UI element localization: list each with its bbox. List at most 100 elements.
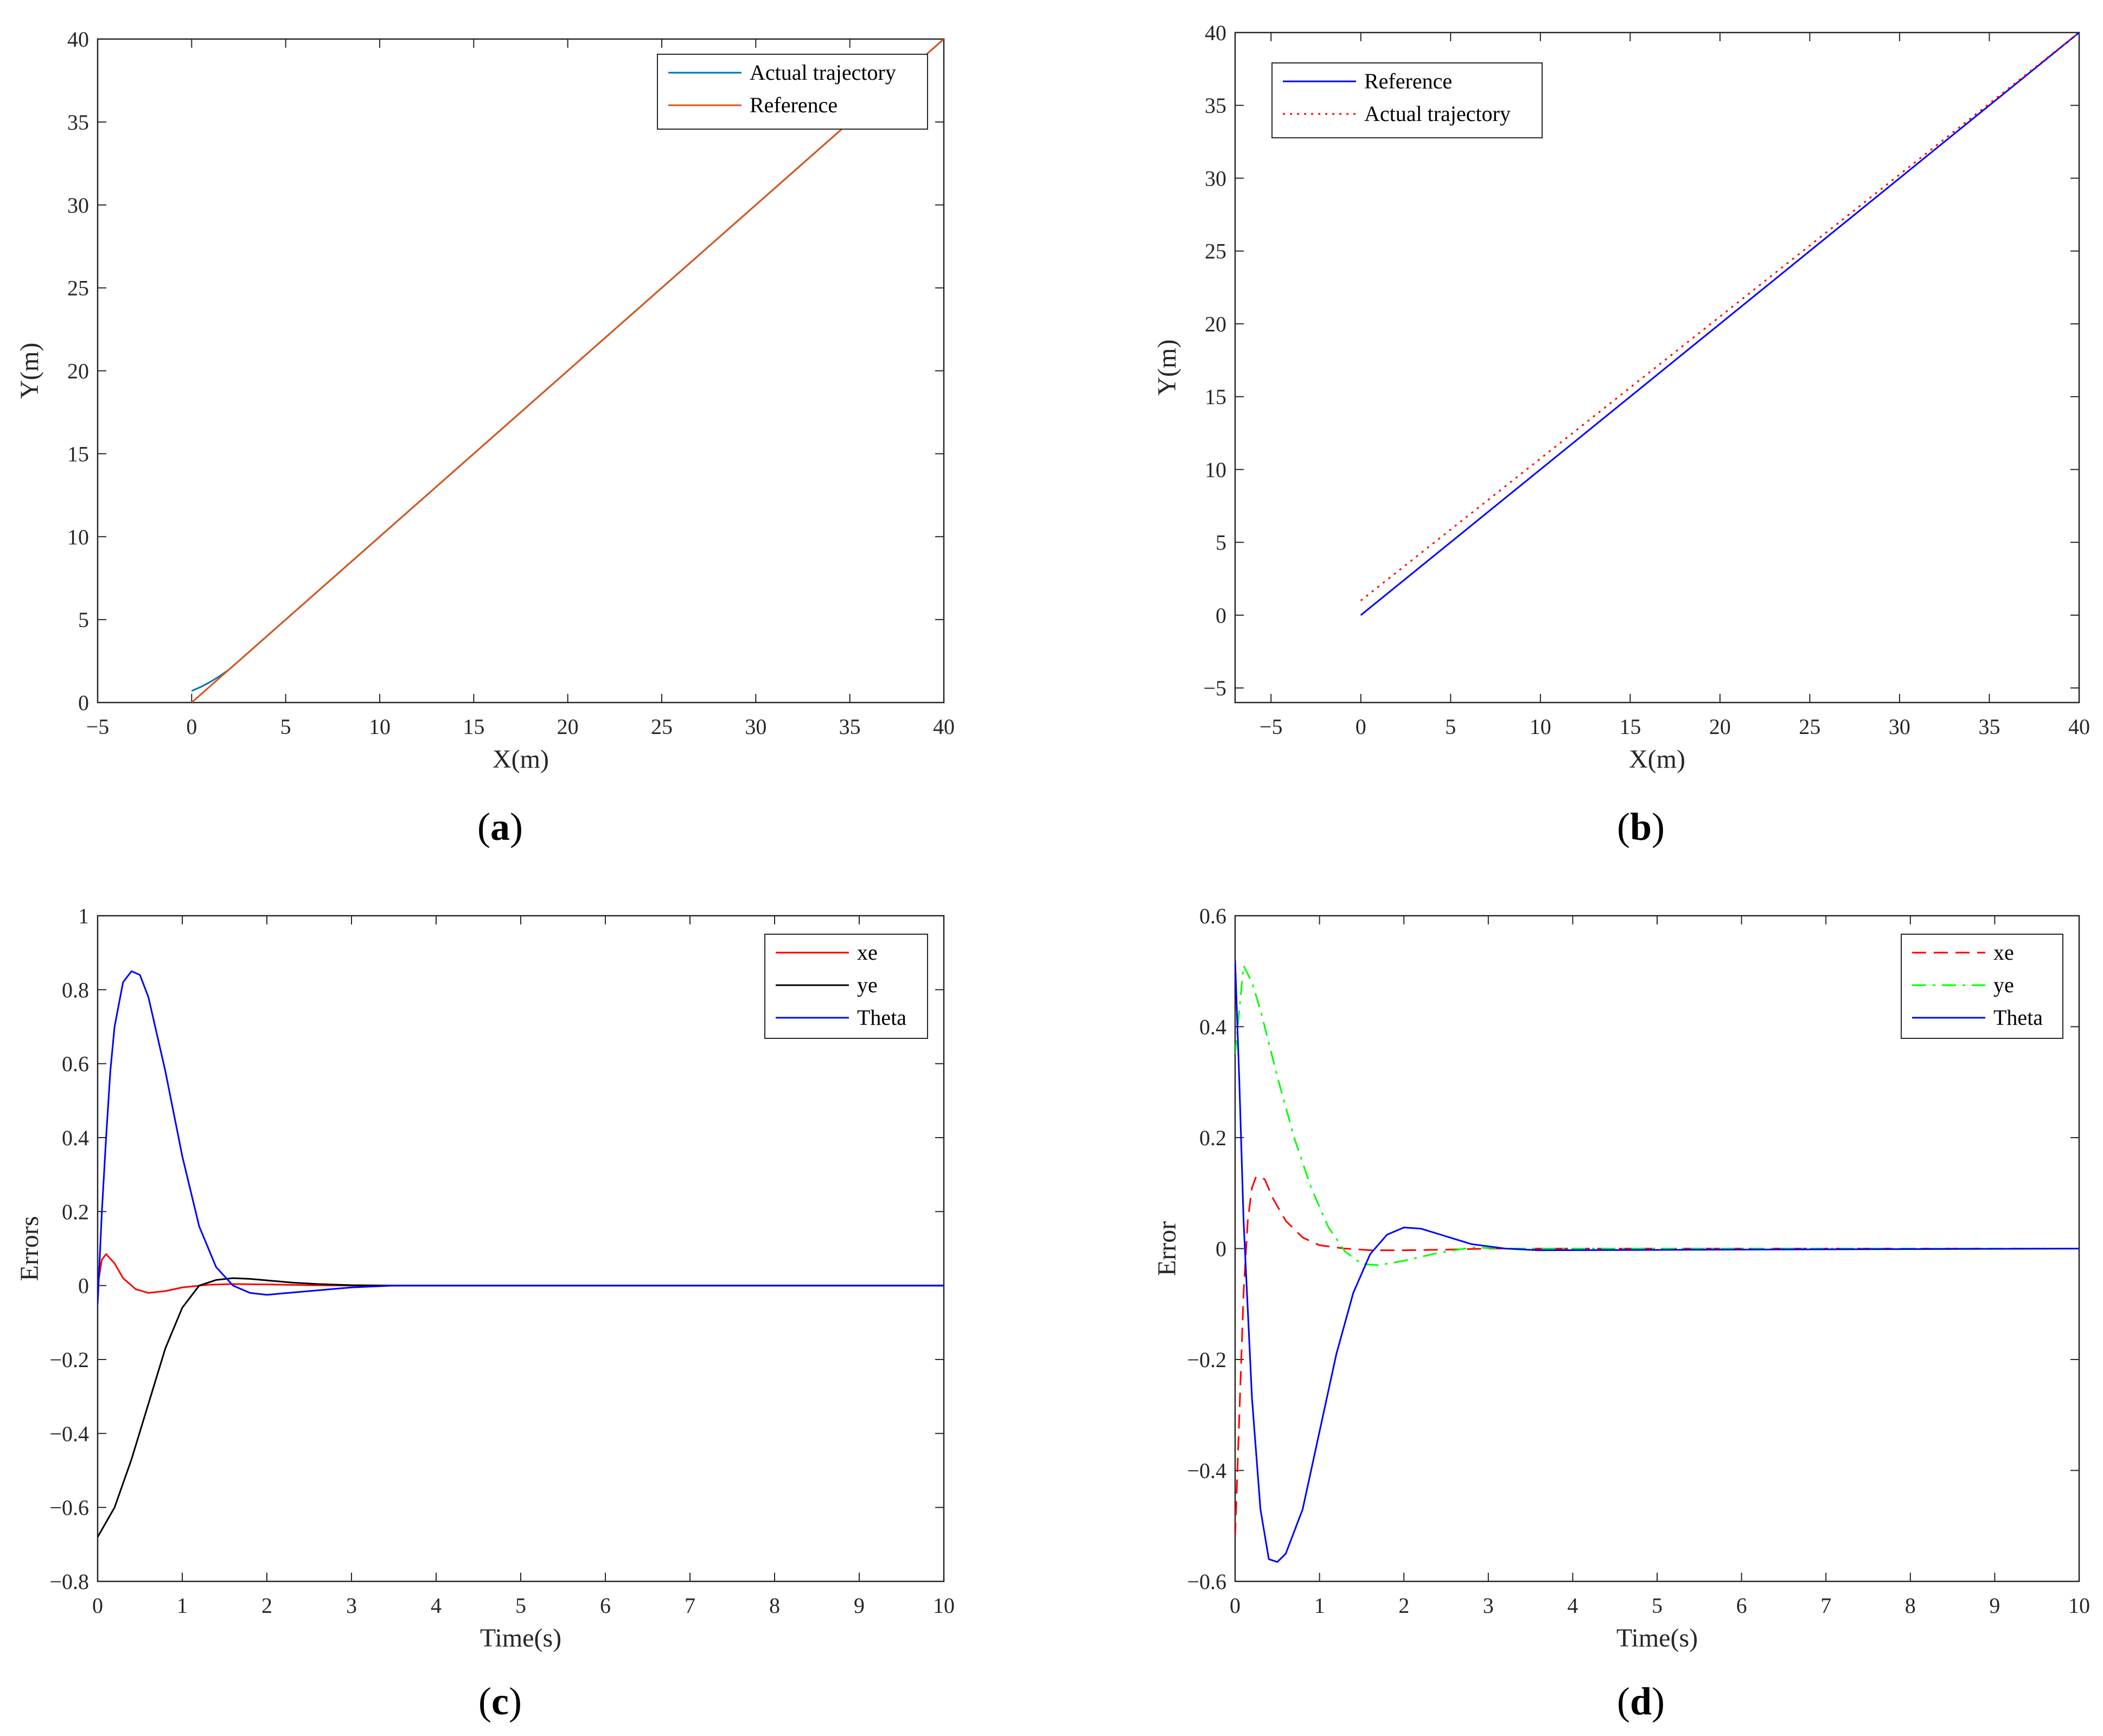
caption-close-paren: ) bbox=[1652, 805, 1665, 848]
chart-b: −5 0 5 10 15 20 25 30 35 40 −5 0 5 10 15 20 25 30 35 40 X(m)… bbox=[1153, 21, 2090, 848]
legend-label: ye bbox=[857, 973, 878, 997]
x-tick-label: 10 bbox=[1530, 714, 1551, 739]
y-axis-label: Errors bbox=[15, 1216, 44, 1281]
x-tick-label: 8 bbox=[769, 1593, 780, 1618]
x-tick-label: 0 bbox=[92, 1593, 103, 1618]
series-line-ye bbox=[98, 1277, 944, 1537]
x-tick-label: 10 bbox=[2068, 1593, 2090, 1618]
x-tick-label: 7 bbox=[1820, 1593, 1831, 1618]
y-axis-label: Error bbox=[1153, 1221, 1181, 1276]
x-tick-label: 6 bbox=[1736, 1593, 1747, 1618]
caption-letter: a bbox=[490, 805, 510, 848]
y-axis-label: Y(m) bbox=[15, 343, 44, 399]
x-tick-label: 10 bbox=[933, 1593, 955, 1618]
y-tick-label: 20 bbox=[1205, 312, 1226, 336]
x-tick-label: 5 bbox=[1445, 714, 1456, 739]
caption-close-paren: ) bbox=[509, 1680, 522, 1723]
y-tick-label: −5 bbox=[1203, 676, 1226, 700]
caption-open-paren: ( bbox=[1617, 805, 1630, 848]
series-line-ye bbox=[1235, 965, 2079, 1266]
series-line-theta bbox=[1235, 960, 2079, 1563]
y-tick-label: −0.4 bbox=[1187, 1459, 1226, 1483]
y-tick-label: 0.4 bbox=[1199, 1015, 1226, 1039]
caption-open-paren: ( bbox=[1617, 1680, 1630, 1723]
y-tick-label: 25 bbox=[67, 276, 89, 301]
caption-letter: d bbox=[1630, 1680, 1652, 1723]
x-axis-label: Time(s) bbox=[1616, 1624, 1698, 1652]
subfigure-caption: (b) bbox=[1617, 805, 1665, 848]
x-tick-label: 0 bbox=[1356, 714, 1366, 739]
subfigure-caption: (c) bbox=[478, 1680, 522, 1723]
x-tick-label: 25 bbox=[1799, 714, 1820, 739]
y-tick-label: 10 bbox=[67, 525, 89, 549]
subfigure-caption: (d) bbox=[1617, 1680, 1665, 1723]
x-tick-label: 30 bbox=[1889, 714, 1910, 739]
x-tick-label: 0 bbox=[186, 714, 197, 739]
x-tick-label: 7 bbox=[685, 1593, 695, 1618]
legend-label: Theta bbox=[857, 1005, 906, 1030]
x-tick-label: 4 bbox=[1567, 1593, 1578, 1618]
caption-close-paren: ) bbox=[1652, 1680, 1665, 1723]
series-line-xe bbox=[98, 1253, 944, 1294]
y-tick-label: 0.6 bbox=[62, 1052, 89, 1076]
x-tick-label: −5 bbox=[86, 714, 110, 739]
x-tick-label: 15 bbox=[463, 714, 484, 739]
subfigure-caption: (a) bbox=[477, 805, 523, 848]
x-tick-label: 2 bbox=[261, 1593, 272, 1618]
y-tick-label: 0.2 bbox=[62, 1199, 89, 1224]
x-tick-label: 9 bbox=[1989, 1593, 2000, 1618]
y-tick-label: 35 bbox=[1205, 93, 1226, 118]
y-tick-label: −0.6 bbox=[49, 1496, 89, 1520]
y-tick-label: 10 bbox=[1205, 457, 1226, 482]
series-line-reference bbox=[191, 39, 944, 703]
y-tick-label: 0 bbox=[78, 1274, 89, 1298]
x-tick-label: 2 bbox=[1398, 1593, 1409, 1618]
y-tick-label: 30 bbox=[1205, 166, 1226, 190]
y-tick-label: 25 bbox=[1205, 239, 1226, 264]
legend: xe ye Theta bbox=[764, 934, 928, 1039]
x-tick-label: 0 bbox=[1230, 1593, 1241, 1618]
y-tick-label: −0.2 bbox=[1187, 1348, 1226, 1372]
y-tick-label: 5 bbox=[1216, 531, 1226, 555]
caption-letter: b bbox=[1630, 805, 1652, 848]
y-tick-label: 0 bbox=[1216, 1237, 1226, 1261]
legend-label: xe bbox=[1993, 940, 2014, 965]
legend: Reference Actual trajectory bbox=[1271, 62, 1543, 138]
x-axis-label: Time(s) bbox=[480, 1624, 561, 1652]
caption-close-paren: ) bbox=[510, 805, 523, 848]
legend-box bbox=[657, 54, 928, 130]
y-tick-label: −0.2 bbox=[49, 1348, 89, 1372]
y-tick-label: 30 bbox=[67, 193, 89, 218]
caption-letter: c bbox=[491, 1680, 509, 1723]
x-tick-label: 10 bbox=[369, 714, 391, 739]
y-tick-label: 40 bbox=[1205, 21, 1226, 45]
series-line-reference bbox=[1360, 33, 2079, 616]
legend-box bbox=[1271, 62, 1543, 138]
x-tick-label: 3 bbox=[346, 1593, 357, 1618]
y-tick-label: 0.8 bbox=[62, 978, 89, 1002]
series-line-xe bbox=[1235, 1176, 2079, 1537]
x-axis-label: X(m) bbox=[1629, 745, 1685, 774]
x-tick-label: 20 bbox=[1709, 714, 1731, 739]
y-tick-label: 15 bbox=[1205, 385, 1226, 409]
legend-box bbox=[1901, 934, 2063, 1039]
legend-label: ye bbox=[1993, 973, 2014, 997]
y-tick-label: −0.6 bbox=[1187, 1569, 1226, 1594]
series-line-actual-trajectory bbox=[1360, 33, 2079, 602]
x-tick-label: 35 bbox=[839, 714, 861, 739]
x-tick-label: 5 bbox=[280, 714, 291, 739]
x-tick-label: 5 bbox=[515, 1593, 526, 1618]
y-tick-label: −0.8 bbox=[49, 1569, 89, 1594]
y-tick-label: 0 bbox=[78, 691, 89, 715]
x-tick-label: 1 bbox=[1314, 1593, 1325, 1618]
chart-a: −5 0 5 10 15 20 25 30 35 400510152025303540X(m)Y(… bbox=[15, 27, 955, 848]
x-tick-label: 4 bbox=[431, 1593, 442, 1618]
axes-box bbox=[1234, 31, 2080, 704]
y-tick-label: 5 bbox=[78, 608, 89, 632]
y-tick-label: 1 bbox=[78, 904, 89, 928]
legend: Actual trajectory Reference bbox=[657, 54, 928, 130]
legend-label: Theta bbox=[1993, 1005, 2043, 1030]
y-tick-label: 40 bbox=[67, 27, 89, 52]
x-tick-label: 1 bbox=[177, 1593, 188, 1618]
legend-box bbox=[764, 934, 928, 1039]
